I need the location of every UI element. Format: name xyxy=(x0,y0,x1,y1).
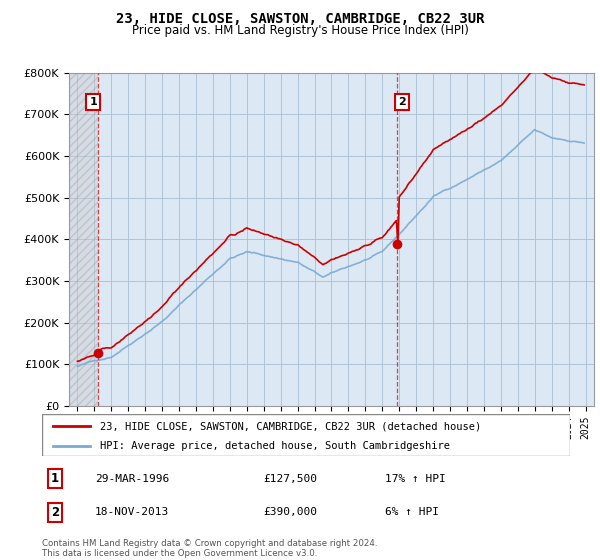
Text: £127,500: £127,500 xyxy=(264,474,318,484)
Text: 18-NOV-2013: 18-NOV-2013 xyxy=(95,507,169,517)
Text: 6% ↑ HPI: 6% ↑ HPI xyxy=(385,507,439,517)
Text: HPI: Average price, detached house, South Cambridgeshire: HPI: Average price, detached house, Sout… xyxy=(100,441,450,451)
Text: 23, HIDE CLOSE, SAWSTON, CAMBRIDGE, CB22 3UR: 23, HIDE CLOSE, SAWSTON, CAMBRIDGE, CB22… xyxy=(116,12,484,26)
Text: Contains HM Land Registry data © Crown copyright and database right 2024.
This d: Contains HM Land Registry data © Crown c… xyxy=(42,539,377,558)
FancyBboxPatch shape xyxy=(42,414,570,456)
Text: 2: 2 xyxy=(398,97,406,107)
Text: 29-MAR-1996: 29-MAR-1996 xyxy=(95,474,169,484)
Text: 1: 1 xyxy=(51,472,59,486)
Text: £390,000: £390,000 xyxy=(264,507,318,517)
Text: Price paid vs. HM Land Registry's House Price Index (HPI): Price paid vs. HM Land Registry's House … xyxy=(131,24,469,36)
Text: 23, HIDE CLOSE, SAWSTON, CAMBRIDGE, CB22 3UR (detached house): 23, HIDE CLOSE, SAWSTON, CAMBRIDGE, CB22… xyxy=(100,421,481,431)
Bar xyxy=(69,73,98,406)
Text: 17% ↑ HPI: 17% ↑ HPI xyxy=(385,474,446,484)
Text: 1: 1 xyxy=(89,97,97,107)
Text: 2: 2 xyxy=(51,506,59,519)
